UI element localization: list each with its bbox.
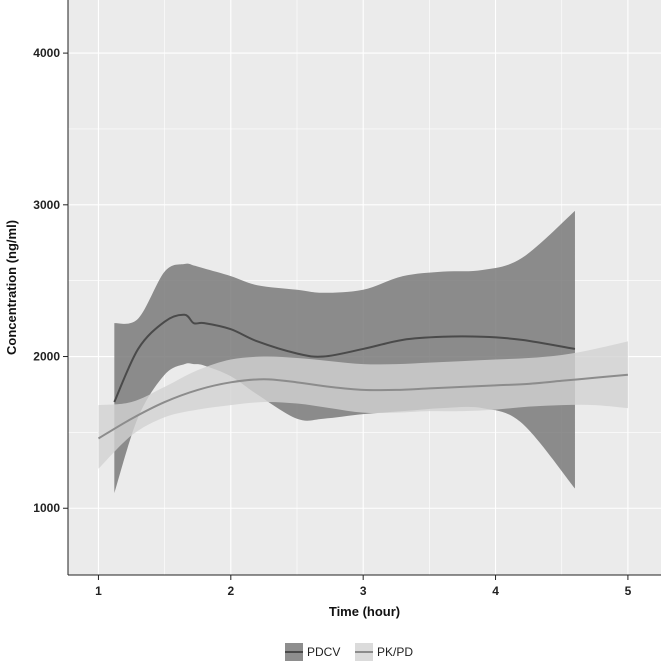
y-tick-label: 3000 <box>33 198 60 212</box>
axes: 1 2 3 4 5 1000 2000 3000 4000 <box>33 0 661 598</box>
series-lines <box>97 313 629 440</box>
pdcv-confidence-band <box>114 210 575 494</box>
x-tick-label: 4 <box>492 584 499 598</box>
x-tick-label: 1 <box>95 584 102 598</box>
pkpd-line <box>97 373 629 440</box>
x-tick-label: 5 <box>625 584 632 598</box>
x-tick-label: 3 <box>360 584 367 598</box>
y-axis-title: Concentration (ng/ml) <box>4 220 19 355</box>
y-tick-label: 1000 <box>33 501 60 515</box>
legend-item-pdcv: PDCV <box>285 643 340 661</box>
pdcv-line <box>113 313 576 403</box>
y-tick-label: 2000 <box>33 350 60 364</box>
legend: PDCV PK/PD <box>285 643 413 661</box>
legend-item-pkpd: PK/PD <box>355 643 413 661</box>
pkpd-confidence-band <box>98 341 628 469</box>
y-tick-label: 4000 <box>33 46 60 60</box>
x-tick-label: 2 <box>227 584 234 598</box>
pkpd-legend-label: PK/PD <box>377 645 413 659</box>
pdcv-legend-label: PDCV <box>307 645 340 659</box>
x-axis-title: Time (hour) <box>329 604 400 619</box>
confidence-bands <box>98 210 628 494</box>
